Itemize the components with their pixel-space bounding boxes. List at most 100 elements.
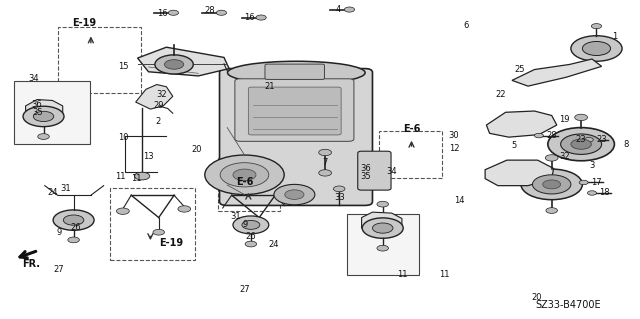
Circle shape xyxy=(571,36,622,61)
FancyBboxPatch shape xyxy=(235,79,354,141)
Text: 30: 30 xyxy=(448,131,458,140)
Text: 16: 16 xyxy=(157,9,167,18)
Circle shape xyxy=(63,215,84,225)
Text: 32: 32 xyxy=(559,152,570,161)
Bar xyxy=(218,158,280,211)
Text: 18: 18 xyxy=(600,189,610,197)
Text: 1: 1 xyxy=(612,32,617,41)
Text: E-6: E-6 xyxy=(403,124,420,134)
Text: 11: 11 xyxy=(440,271,450,279)
Circle shape xyxy=(548,128,614,161)
Circle shape xyxy=(68,237,79,243)
Circle shape xyxy=(372,223,393,233)
Circle shape xyxy=(588,191,596,195)
Text: 9: 9 xyxy=(56,228,61,237)
Text: 31: 31 xyxy=(230,212,241,221)
Circle shape xyxy=(571,139,591,149)
Text: 21: 21 xyxy=(265,82,275,91)
Circle shape xyxy=(38,134,49,139)
Circle shape xyxy=(575,114,588,121)
Text: 11: 11 xyxy=(115,172,125,181)
Text: 25: 25 xyxy=(515,65,525,74)
Text: 6: 6 xyxy=(463,21,468,30)
Text: 27: 27 xyxy=(54,265,64,274)
Text: E-19: E-19 xyxy=(159,238,184,248)
Circle shape xyxy=(155,55,193,74)
Text: 10: 10 xyxy=(118,133,128,142)
Circle shape xyxy=(245,241,257,247)
Text: 23: 23 xyxy=(596,135,607,144)
Ellipse shape xyxy=(228,61,365,84)
Circle shape xyxy=(582,41,611,56)
Text: 23: 23 xyxy=(576,135,586,144)
Bar xyxy=(379,131,442,178)
Text: E-19: E-19 xyxy=(72,18,97,28)
Polygon shape xyxy=(362,212,402,234)
Text: 28: 28 xyxy=(205,6,215,15)
Text: 8: 8 xyxy=(623,140,628,149)
Circle shape xyxy=(532,175,571,194)
Circle shape xyxy=(205,155,284,195)
Text: 12: 12 xyxy=(449,144,460,153)
Circle shape xyxy=(274,184,315,205)
Circle shape xyxy=(134,172,150,180)
Circle shape xyxy=(319,149,332,156)
Text: 5: 5 xyxy=(511,141,516,150)
Text: 26: 26 xyxy=(70,223,81,232)
Polygon shape xyxy=(485,160,554,186)
Circle shape xyxy=(591,24,602,29)
Circle shape xyxy=(584,137,593,142)
Bar xyxy=(110,188,195,260)
Circle shape xyxy=(168,10,179,15)
Circle shape xyxy=(362,218,403,238)
Circle shape xyxy=(216,10,227,15)
Text: 24: 24 xyxy=(269,240,279,249)
Text: 36: 36 xyxy=(32,100,42,109)
Text: 11: 11 xyxy=(131,174,141,182)
Text: E-6: E-6 xyxy=(236,177,253,188)
Circle shape xyxy=(23,106,64,127)
Bar xyxy=(58,27,141,93)
Text: 34: 34 xyxy=(387,167,397,176)
Text: 3: 3 xyxy=(589,161,595,170)
Circle shape xyxy=(545,155,558,161)
Text: 20: 20 xyxy=(531,293,541,302)
Circle shape xyxy=(256,15,266,20)
Text: 29: 29 xyxy=(154,101,164,110)
Circle shape xyxy=(543,180,561,189)
Text: 15: 15 xyxy=(118,63,128,71)
Circle shape xyxy=(233,169,256,181)
Text: 36: 36 xyxy=(361,164,371,173)
Text: 26: 26 xyxy=(246,232,256,241)
Text: 33: 33 xyxy=(334,193,344,202)
Circle shape xyxy=(53,210,94,230)
Text: 20: 20 xyxy=(192,145,202,154)
Bar xyxy=(14,81,90,144)
Text: 16: 16 xyxy=(244,13,255,22)
Circle shape xyxy=(521,169,582,200)
Circle shape xyxy=(333,186,345,192)
Circle shape xyxy=(344,7,355,12)
Circle shape xyxy=(220,163,269,187)
Circle shape xyxy=(285,190,304,199)
Circle shape xyxy=(546,208,557,213)
Polygon shape xyxy=(26,100,63,121)
Text: SZ33-B4700E: SZ33-B4700E xyxy=(536,300,601,310)
Polygon shape xyxy=(136,85,173,109)
Polygon shape xyxy=(486,111,557,137)
Circle shape xyxy=(116,208,129,214)
Bar xyxy=(347,214,419,275)
Text: 2: 2 xyxy=(156,117,161,126)
Text: 32: 32 xyxy=(156,90,166,99)
Text: 4: 4 xyxy=(335,5,340,14)
Text: 28: 28 xyxy=(547,131,557,140)
Circle shape xyxy=(534,133,543,138)
Text: FR.: FR. xyxy=(22,259,40,269)
Text: 7: 7 xyxy=(323,158,328,167)
Circle shape xyxy=(33,111,54,122)
Text: 34: 34 xyxy=(28,74,38,83)
Text: 11: 11 xyxy=(397,271,407,279)
Text: 24: 24 xyxy=(47,188,58,197)
Circle shape xyxy=(242,220,260,229)
Circle shape xyxy=(377,245,388,251)
